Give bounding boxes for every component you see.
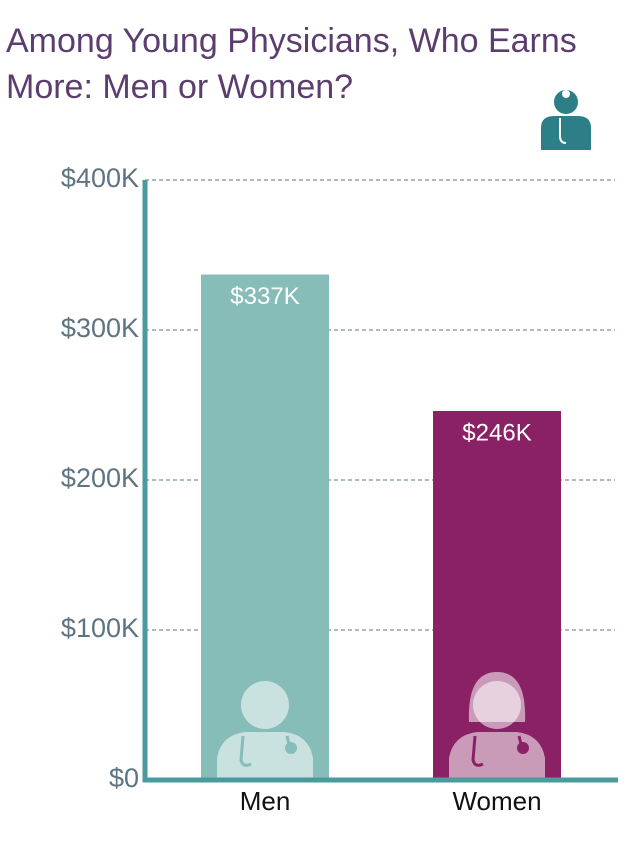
chart-title: Among Young Physicians, Who Earns More: … bbox=[6, 22, 577, 106]
icon-body bbox=[217, 732, 313, 778]
value-label: $246K bbox=[462, 419, 531, 446]
icon-chestpiece bbox=[285, 742, 297, 754]
value-label: $337K bbox=[230, 283, 299, 310]
icon-body bbox=[449, 732, 545, 778]
y-tick-label: $300K bbox=[61, 313, 139, 343]
x-tick-label: Men bbox=[240, 786, 291, 816]
icon-hair bbox=[468, 672, 526, 722]
y-tick-label: $100K bbox=[61, 613, 139, 643]
icon-head bbox=[241, 681, 289, 729]
x-tick-label: Women bbox=[452, 786, 541, 816]
person-icon bbox=[449, 672, 545, 778]
person-icon bbox=[217, 681, 313, 778]
y-tick-label: $400K bbox=[61, 163, 139, 193]
icon-chestpiece bbox=[517, 742, 529, 754]
doctor-icon bbox=[541, 90, 591, 150]
y-tick-label: $200K bbox=[61, 463, 139, 493]
y-tick-label: $0 bbox=[109, 763, 139, 793]
